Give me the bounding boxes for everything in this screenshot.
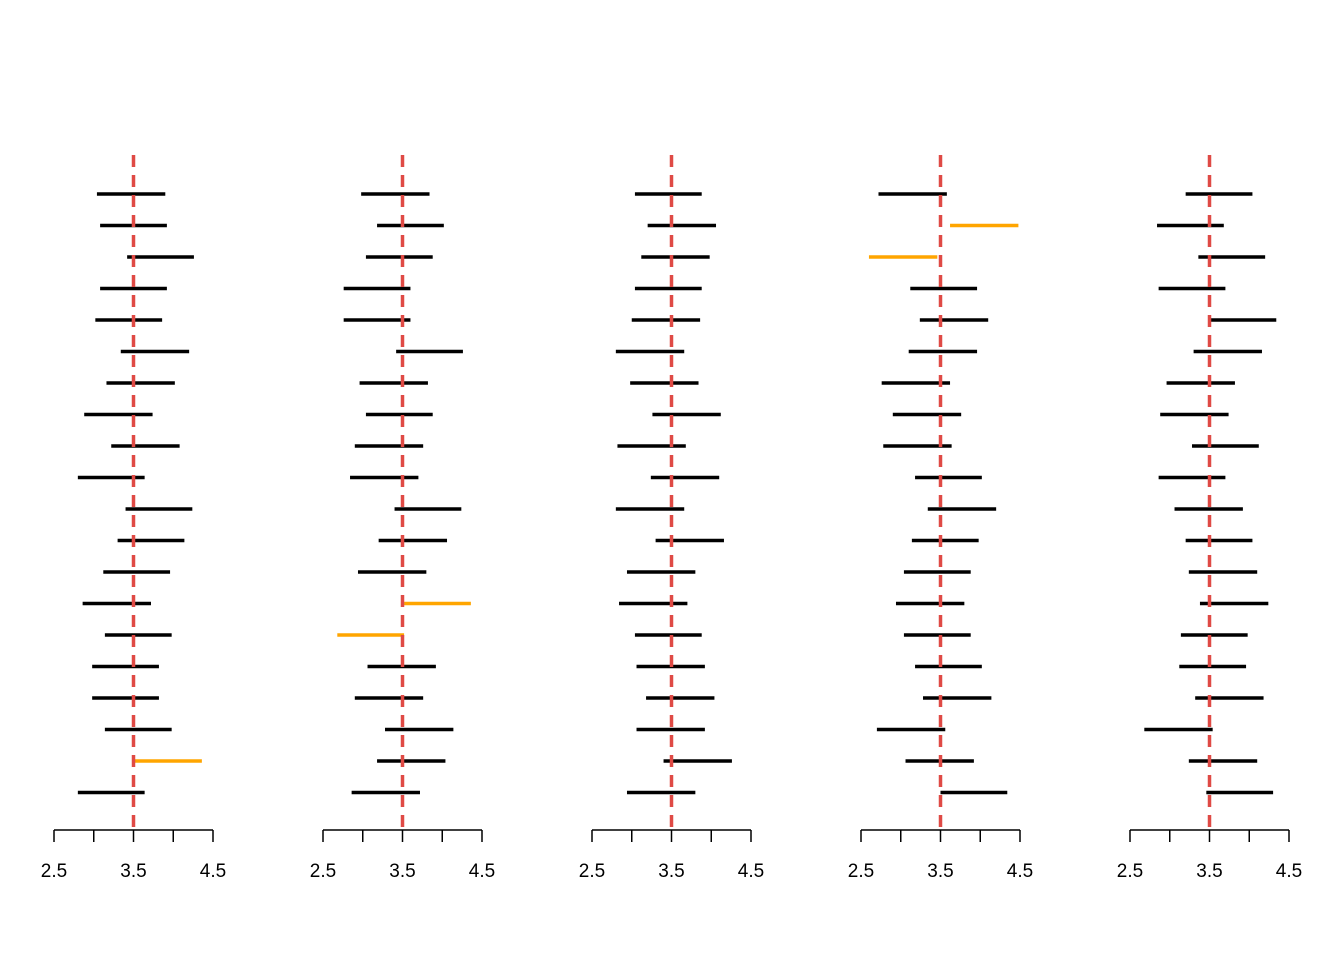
- x-axis: 2.5 3.5 4.5: [41, 829, 226, 882]
- x-axis: 2.5 3.5 4.5: [579, 829, 764, 882]
- tick-label: 4.5: [1276, 861, 1302, 882]
- tick-label: 2.5: [848, 861, 874, 882]
- tick-label: 4.5: [1007, 861, 1033, 882]
- panel-3: 2.5 3.5 4.5: [579, 155, 764, 882]
- tick-label: 2.5: [310, 861, 336, 882]
- x-axis: 2.5 3.5 4.5: [1117, 829, 1302, 882]
- tick-label: 2.5: [41, 861, 67, 882]
- panel-1: 2.5 3.5 4.5: [41, 155, 226, 882]
- tick-label: 4.5: [469, 861, 495, 882]
- tick-label: 3.5: [658, 861, 684, 882]
- tick-label: 4.5: [738, 861, 764, 882]
- tick-label: 2.5: [1117, 861, 1143, 882]
- panel-5: 2.5 3.5 4.5: [1117, 155, 1302, 882]
- tick-label: 3.5: [389, 861, 415, 882]
- panel-4: 2.5 3.5 4.5: [848, 155, 1033, 882]
- tick-label: 3.5: [1196, 861, 1222, 882]
- tick-label: 3.5: [927, 861, 953, 882]
- tick-label: 4.5: [200, 861, 226, 882]
- x-axis: 2.5 3.5 4.5: [310, 829, 495, 882]
- x-axis: 2.5 3.5 4.5: [848, 829, 1033, 882]
- tick-label: 3.5: [120, 861, 146, 882]
- panel-2: 2.5 3.5 4.5: [310, 155, 495, 882]
- tick-label: 2.5: [579, 861, 605, 882]
